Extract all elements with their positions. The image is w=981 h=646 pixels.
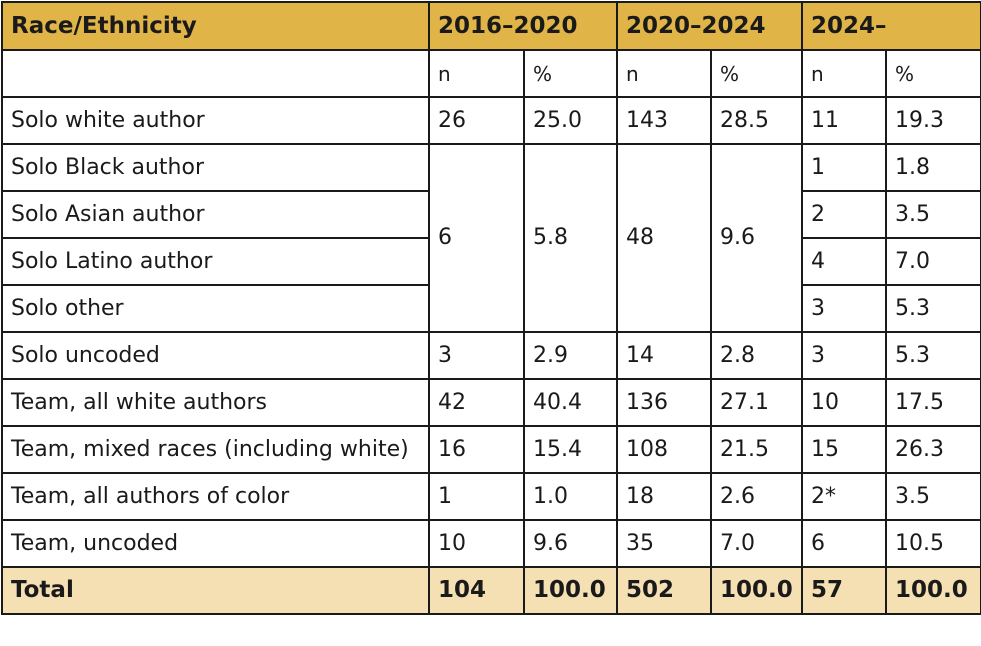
race-ethnicity-table: Race/Ethnicity 2016–2020 2020–2024 2024–… <box>1 1 981 615</box>
cell-n-2020: 108 <box>616 425 712 474</box>
total-row: Total 104 100.0 502 100.0 57 100.0 <box>1 566 981 615</box>
cell-n-2020: 136 <box>616 378 712 427</box>
row-label: Solo Asian author <box>1 190 430 239</box>
cell-n-2024: 4 <box>801 237 887 286</box>
row-label: Team, uncoded <box>1 519 430 568</box>
cell-pct-2016: 2.9 <box>523 331 618 380</box>
cell-pct-2020: 27.1 <box>710 378 803 427</box>
cell-n-2016: 10 <box>428 519 525 568</box>
cell-n-2016: 26 <box>428 96 525 145</box>
header-period-2024: 2024– <box>800 1 981 51</box>
total-label: Total <box>1 566 430 615</box>
cell-pct-2016: 9.6 <box>523 519 618 568</box>
table-row: Solo Latino author 4 7.0 <box>1 237 981 286</box>
cell-n-2024: 10 <box>801 378 887 427</box>
cell-pct-2016: 40.4 <box>523 378 618 427</box>
total-pct-2024: 100.0 <box>884 566 981 615</box>
cell-n-2016: 42 <box>428 378 525 427</box>
cell-n-2020: 35 <box>616 519 712 568</box>
row-label: Solo Latino author <box>1 237 430 286</box>
row-label: Solo other <box>1 284 430 333</box>
cell-n-2016: 1 <box>428 472 525 521</box>
cell-pct-2024: 26.3 <box>884 425 981 474</box>
header-period-2020-2024: 2020–2024 <box>616 1 803 51</box>
cell-n-2024: 15 <box>801 425 887 474</box>
subheader-n: n <box>428 49 525 98</box>
cell-pct-2016: 25.0 <box>523 96 618 145</box>
cell-n-2020: 143 <box>616 96 712 145</box>
merged-cell-pct-2016: 5.8 <box>523 143 618 333</box>
row-label: Solo uncoded <box>1 331 430 380</box>
row-label: Team, all white authors <box>1 378 430 427</box>
cell-pct-2024: 5.3 <box>884 284 981 333</box>
cell-pct-2016: 1.0 <box>523 472 618 521</box>
table-row: Team, uncoded 10 9.6 35 7.0 6 10.5 <box>1 519 981 568</box>
cell-pct-2024: 10.5 <box>884 519 981 568</box>
cell-pct-2016: 15.4 <box>523 425 618 474</box>
total-n-2024: 57 <box>801 566 887 615</box>
total-n-2016: 104 <box>428 566 525 615</box>
merged-cell-pct-2020: 9.6 <box>710 143 803 333</box>
total-pct-2020: 100.0 <box>710 566 803 615</box>
cell-n-2024: 3 <box>801 331 887 380</box>
cell-pct-2024: 7.0 <box>884 237 981 286</box>
row-label: Solo Black author <box>1 143 430 192</box>
cell-pct-2024: 5.3 <box>884 331 981 380</box>
header-row: Race/Ethnicity 2016–2020 2020–2024 2024– <box>1 1 981 51</box>
cell-pct-2024: 3.5 <box>884 190 981 239</box>
cell-n-2024: 2 <box>801 190 887 239</box>
cell-n-2020: 14 <box>616 331 712 380</box>
cell-n-2024: 1 <box>801 143 887 192</box>
cell-pct-2024: 19.3 <box>884 96 981 145</box>
table-row: Solo uncoded 3 2.9 14 2.8 3 5.3 <box>1 331 981 380</box>
subheader-pct: % <box>710 49 803 98</box>
cell-n-2016: 16 <box>428 425 525 474</box>
cell-pct-2020: 7.0 <box>710 519 803 568</box>
table-row: Team, mixed races (including white) 16 1… <box>1 425 981 474</box>
subheader-empty <box>1 49 430 98</box>
table-row: Solo white author 26 25.0 143 28.5 11 19… <box>1 96 981 145</box>
table-row: Solo Black author 6 5.8 48 9.6 1 1.8 <box>1 143 981 333</box>
table-row: Solo Asian author 2 3.5 <box>1 190 981 239</box>
merged-cell-n-2020: 48 <box>616 143 712 333</box>
row-label: Team, mixed races (including white) <box>1 425 430 474</box>
row-label: Team, all authors of color <box>1 472 430 521</box>
subheader-n: n <box>801 49 887 98</box>
total-pct-2016: 100.0 <box>523 566 618 615</box>
cell-pct-2024: 17.5 <box>884 378 981 427</box>
total-n-2020: 502 <box>616 566 712 615</box>
cell-pct-2024: 3.5 <box>884 472 981 521</box>
subheader-row: n % n % n % <box>1 49 981 98</box>
cell-pct-2020: 28.5 <box>710 96 803 145</box>
cell-n-2020: 18 <box>616 472 712 521</box>
row-label: Solo white author <box>1 96 430 145</box>
cell-n-2024: 3 <box>801 284 887 333</box>
subheader-pct: % <box>523 49 618 98</box>
subheader-n: n <box>616 49 712 98</box>
cell-n-2024: 2* <box>801 472 887 521</box>
header-period-2016-2020: 2016–2020 <box>428 1 618 51</box>
table-row: Solo other 3 5.3 <box>1 284 981 333</box>
cell-pct-2024: 1.8 <box>884 143 981 192</box>
cell-n-2024: 11 <box>801 96 887 145</box>
table-row: Team, all authors of color 1 1.0 18 2.6 … <box>1 472 981 521</box>
merged-cell-n-2016: 6 <box>428 143 525 333</box>
header-race-ethnicity: Race/Ethnicity <box>1 1 430 51</box>
subheader-pct: % <box>884 49 981 98</box>
cell-n-2024: 6 <box>801 519 887 568</box>
cell-n-2016: 3 <box>428 331 525 380</box>
table-row: Team, all white authors 42 40.4 136 27.1… <box>1 378 981 427</box>
cell-pct-2020: 2.8 <box>710 331 803 380</box>
cell-pct-2020: 2.6 <box>710 472 803 521</box>
cell-pct-2020: 21.5 <box>710 425 803 474</box>
